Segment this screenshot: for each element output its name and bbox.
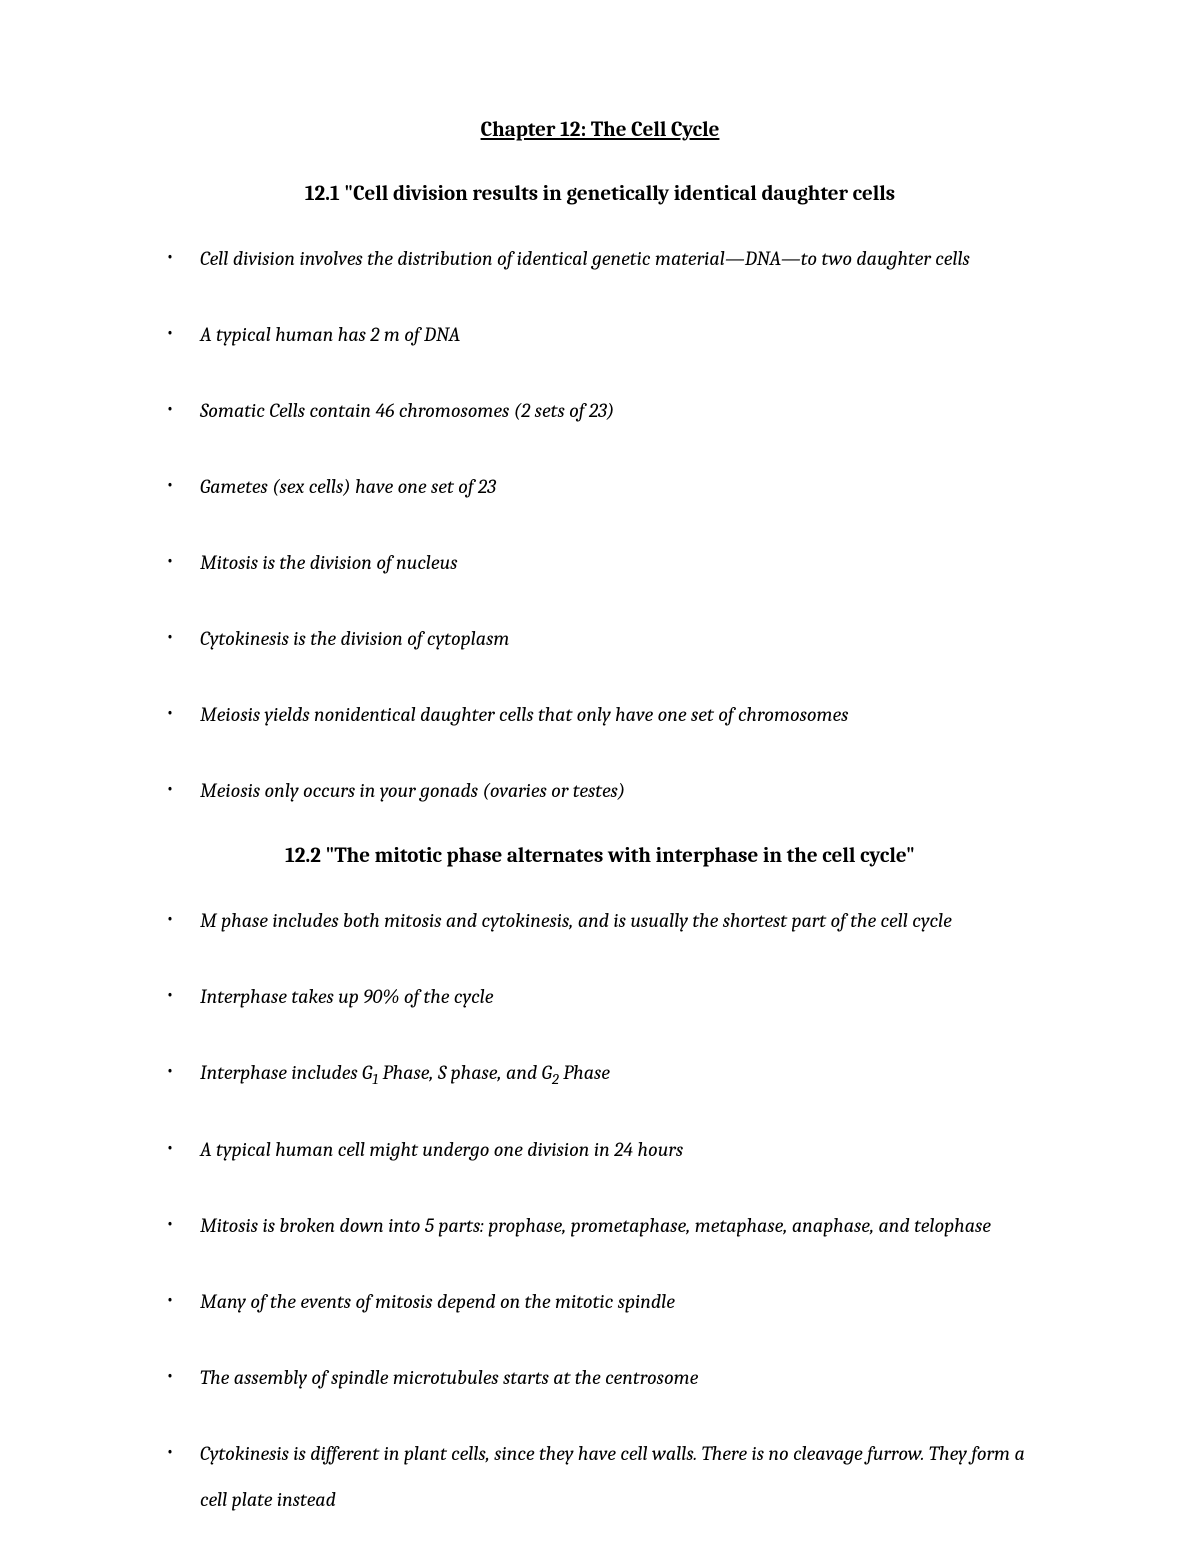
list-item: Interphase includes G1 Phase, S phase, a… — [146, 1050, 1054, 1097]
list-item: Somatic Cells contain 46 chromosomes (2 … — [146, 388, 1054, 434]
bullet-list-section-1: Cell division involves the distribution … — [146, 236, 1054, 814]
list-item: A typical human has 2 m of DNA — [146, 312, 1054, 358]
list-item: Mitosis is the division of nucleus — [146, 540, 1054, 586]
list-item: Meiosis only occurs in your gonads (ovar… — [146, 768, 1054, 814]
bullet-list-section-2: M phase includes both mitosis and cytoki… — [146, 898, 1054, 1523]
section-heading-1: 12.1 "Cell division results in genetical… — [146, 182, 1054, 206]
list-item: Interphase takes up 90% of the cycle — [146, 974, 1054, 1020]
chapter-title: Chapter 12: The Cell Cycle — [146, 118, 1054, 142]
list-item: Mitosis is broken down into 5 parts: pro… — [146, 1203, 1054, 1249]
list-item: Cytokinesis is the division of cytoplasm — [146, 616, 1054, 662]
section-heading-2: 12.2 "The mitotic phase alternates with … — [146, 844, 1054, 868]
list-item: The assembly of spindle microtubules sta… — [146, 1355, 1054, 1401]
list-item: M phase includes both mitosis and cytoki… — [146, 898, 1054, 944]
list-item: Many of the events of mitosis depend on … — [146, 1279, 1054, 1325]
list-item: Meiosis yields nonidentical daughter cel… — [146, 692, 1054, 738]
list-item: Gametes (sex cells) have one set of 23 — [146, 464, 1054, 510]
list-item: A typical human cell might undergo one d… — [146, 1127, 1054, 1173]
list-item: Cell division involves the distribution … — [146, 236, 1054, 282]
list-item: Cytokinesis is different in plant cells,… — [146, 1431, 1054, 1523]
